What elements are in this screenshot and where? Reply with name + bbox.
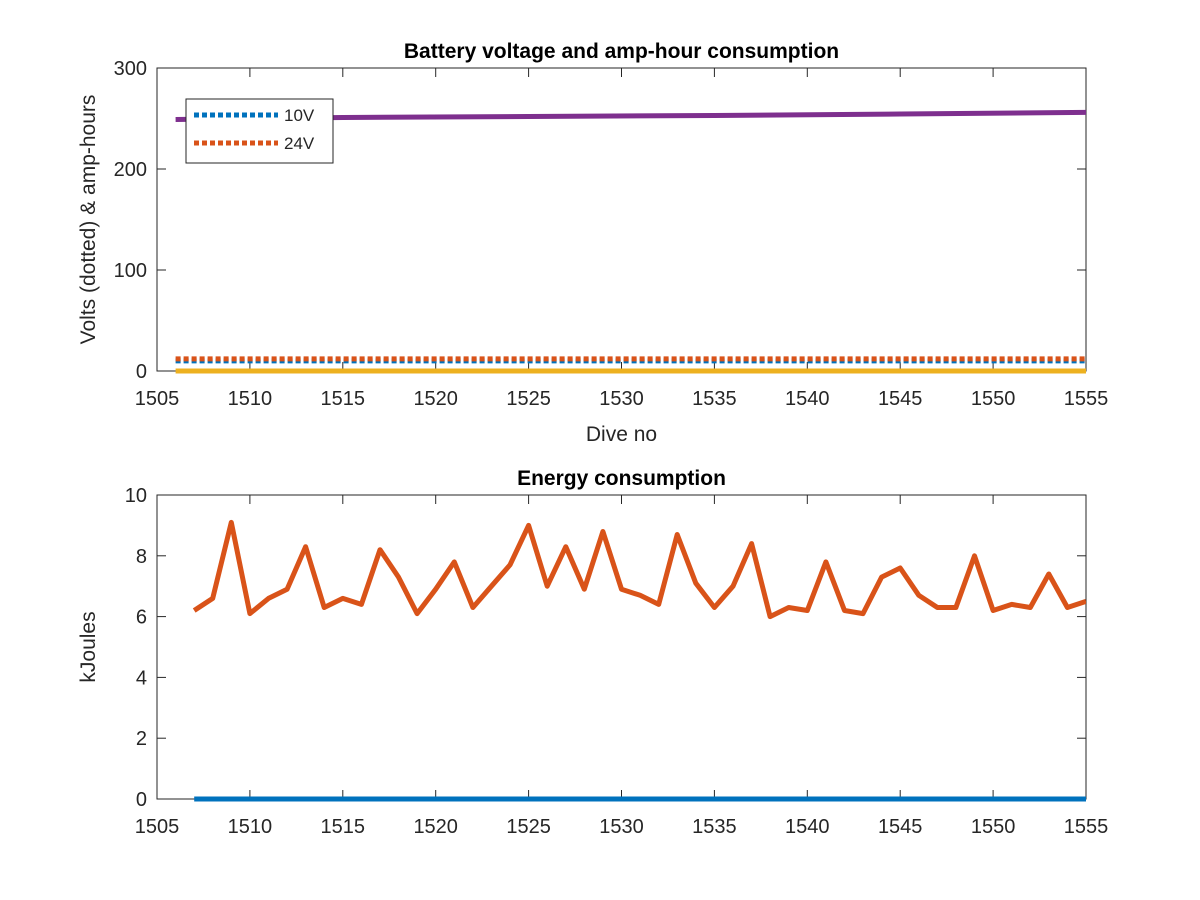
y-tick-label: 8 bbox=[136, 546, 147, 568]
series-group bbox=[192, 519, 1086, 802]
x-tick-label: 1520 bbox=[413, 816, 458, 838]
x-tick-label: 1530 bbox=[599, 388, 644, 410]
x-tick-label: 1530 bbox=[599, 816, 644, 838]
legend-box bbox=[185, 98, 334, 164]
legend-label-24v: 24V bbox=[284, 134, 315, 153]
x-tick-label: 1550 bbox=[971, 388, 1016, 410]
x-tick-label: 1520 bbox=[413, 388, 458, 410]
y-tick-label: 4 bbox=[136, 667, 147, 689]
y-tick-label: 300 bbox=[114, 58, 147, 80]
x-axis-label: Dive no bbox=[586, 423, 657, 446]
x-tick-label: 1515 bbox=[321, 816, 366, 838]
chart-title: Battery voltage and amp-hour consumption bbox=[404, 40, 839, 63]
y-tick-label: 10 bbox=[125, 485, 147, 507]
x-tick-label: 1515 bbox=[321, 388, 366, 410]
legend-label-10v: 10V bbox=[284, 106, 315, 125]
x-tick-label: 1540 bbox=[785, 388, 830, 410]
x-tick-label: 1550 bbox=[971, 816, 1016, 838]
x-tick-label: 1505 bbox=[135, 388, 180, 410]
x-tick-label: 1545 bbox=[878, 388, 923, 410]
x-tick-label: 1540 bbox=[785, 816, 830, 838]
x-tick-label: 1555 bbox=[1064, 816, 1109, 838]
chart-2: 1505 1510 1515 1520 1525 1530 1535 1540 1545 1550… bbox=[77, 467, 1108, 838]
x-tick-label: 1510 bbox=[228, 388, 273, 410]
y-axis-label: Volts (dotted) & amp-hours bbox=[77, 95, 100, 345]
x-tick-label: 1545 bbox=[878, 816, 923, 838]
plot-area-frame bbox=[156, 494, 1087, 800]
x-tick-label: 1555 bbox=[1064, 388, 1109, 410]
x-tick-label: 1525 bbox=[506, 388, 551, 410]
x-tick-label: 1505 bbox=[135, 816, 180, 838]
y-tick-label: 100 bbox=[114, 260, 147, 282]
chart-title: Energy consumption bbox=[517, 467, 726, 490]
y-tick-label: 2 bbox=[136, 728, 147, 750]
y-tick-label: 0 bbox=[136, 361, 147, 383]
y-tick-label: 0 bbox=[136, 789, 147, 811]
x-tick-label: 1535 bbox=[692, 388, 737, 410]
series-line-2 bbox=[192, 519, 1086, 620]
x-tick-label: 1535 bbox=[692, 816, 737, 838]
x-tick-label: 1525 bbox=[506, 816, 551, 838]
y-tick-label: 200 bbox=[114, 159, 147, 181]
y-axis-label: kJoules bbox=[77, 611, 100, 682]
y-tick-label: 6 bbox=[136, 607, 147, 629]
x-tick-label: 1510 bbox=[228, 816, 273, 838]
chart-1: 1505 1510 1515 1520 1525 1530 1535 1540 1545 1550… bbox=[77, 40, 1108, 446]
